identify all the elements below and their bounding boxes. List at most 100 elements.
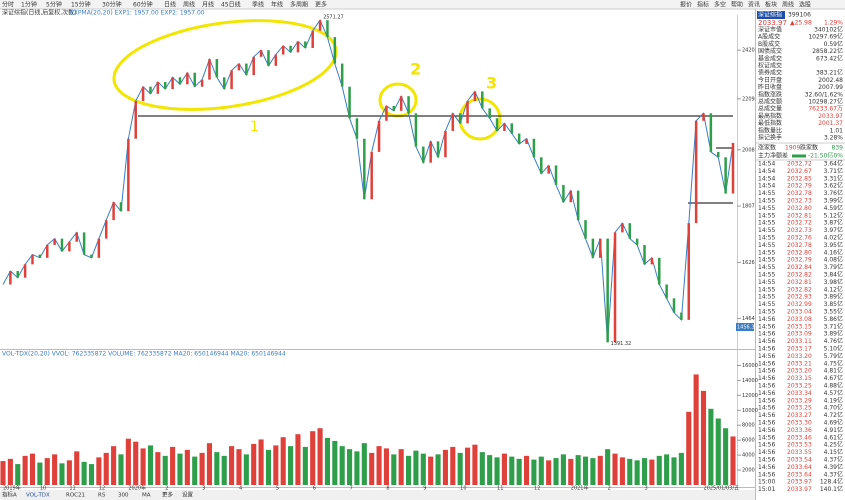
stat-label: 最高指数 xyxy=(758,112,782,120)
toolbar-item: 5分钟 xyxy=(46,1,62,9)
tick-volume: 5.12亿 xyxy=(824,211,843,219)
tick-volume: 4.81亿 xyxy=(824,367,843,375)
volume-bar xyxy=(44,458,50,485)
volume-bar xyxy=(428,456,434,485)
tick-volume: 4.37亿 xyxy=(824,470,843,478)
volume-title: VOL-TDX(20,20) VVOL: 762335872 VOLUME: 7… xyxy=(2,351,286,358)
toolbar-item: 选股 xyxy=(799,1,811,9)
toolbar-item: 45日线 xyxy=(221,1,241,9)
tick-time: 14:56 xyxy=(758,471,775,478)
tick-price: 2032.79 xyxy=(787,257,812,264)
volume-bar xyxy=(317,428,323,485)
tick-price: 2033.25 xyxy=(787,405,812,412)
toolbar-item: 年线 xyxy=(271,1,283,9)
chart-title: 深证综指(日线,后复权,次数) xyxy=(2,9,77,17)
toolbar-item: 15分钟 xyxy=(71,1,91,9)
stat-label: 今日开盘 xyxy=(758,76,782,84)
tick-price: 2033.36 xyxy=(787,427,812,434)
volume-bar xyxy=(376,446,382,485)
tab[interactable]: 设置 xyxy=(182,491,194,499)
volume-bar xyxy=(243,454,249,485)
tick-time: 14:56 xyxy=(758,346,775,353)
x-tick-label: 10 xyxy=(460,486,466,492)
y-tick-label: 2000 xyxy=(742,468,755,474)
tab[interactable]: RS xyxy=(98,493,106,499)
tick-time: 14:56 xyxy=(758,323,775,330)
tick-price: 2032.73 xyxy=(787,198,812,205)
tick-volume: 5.86亿 xyxy=(824,315,843,323)
tick-time: 14:55 xyxy=(758,264,775,271)
volume-bar xyxy=(597,455,603,485)
volume-bar xyxy=(708,408,714,485)
y-tick-label: 1626 xyxy=(742,260,755,266)
volume-bar xyxy=(435,454,441,485)
volume-bar xyxy=(501,453,507,485)
tab[interactable]: MA xyxy=(142,493,151,499)
tick-volume: 3.55亿 xyxy=(824,308,843,316)
stat-label: 总成交额 xyxy=(758,98,782,106)
x-tick-label: 12 xyxy=(534,486,540,492)
volume-bar xyxy=(288,446,294,485)
tick-price: 2032.67 xyxy=(787,168,812,175)
volume-bar xyxy=(487,455,493,485)
tab[interactable]: 更多 xyxy=(162,491,174,499)
stat-label: 昨日收盘 xyxy=(758,83,782,91)
stat-value: 2001.37 xyxy=(818,120,843,127)
volume-bar xyxy=(265,449,272,485)
toolbar-item: 资讯 xyxy=(748,1,760,9)
tick-volume: 4.70亿 xyxy=(824,404,843,412)
volume-bar xyxy=(214,452,220,485)
toolbar-item: 30分钟 xyxy=(102,1,122,9)
volume-bar xyxy=(339,446,345,485)
tick-time: 14:55 xyxy=(758,212,775,219)
circle xyxy=(112,19,338,111)
breadth-value: 1909 xyxy=(785,145,800,152)
volume-bar xyxy=(133,441,139,485)
low-label: 1391.32 xyxy=(611,341,632,347)
tick-price: 2033.21 xyxy=(787,360,812,367)
volume-bar xyxy=(52,454,58,485)
tick-time: 14:55 xyxy=(758,190,775,197)
volume-bar xyxy=(155,452,161,485)
volume-bar xyxy=(700,390,707,485)
tick-volume: 4.72亿 xyxy=(824,411,843,419)
volume-bar xyxy=(516,458,522,485)
volume-bar xyxy=(590,458,596,485)
volume-bar xyxy=(361,443,367,485)
volume-bar xyxy=(258,439,264,485)
tick-price: 2033.29 xyxy=(787,397,812,404)
flow-value: -21.50亿 xyxy=(808,152,833,160)
volume-bar xyxy=(553,458,559,485)
index-name: 深证综指 xyxy=(758,11,782,19)
tick-price: 2033.25 xyxy=(787,383,812,390)
price: 2033.97 xyxy=(758,19,787,27)
volume-bar xyxy=(206,443,213,485)
y-tick-label: 10000 xyxy=(742,408,758,414)
tick-price: 2033.46 xyxy=(787,434,812,441)
y-tick-label: 2420 xyxy=(742,48,755,54)
tab[interactable]: 指标A xyxy=(2,491,17,499)
volume-bar xyxy=(560,454,566,485)
tick-time: 14:56 xyxy=(758,442,775,449)
tick-volume: 3.89亿 xyxy=(824,330,843,338)
volume-bar xyxy=(413,450,419,485)
volume-bar xyxy=(273,445,279,485)
y-tick-label: 2209 xyxy=(742,96,755,102)
tab[interactable]: 300 xyxy=(118,493,129,499)
x-tick-label: 11 xyxy=(497,486,503,492)
tick-volume: 3.87亿 xyxy=(824,219,843,227)
tab[interactable]: VOL-TDX xyxy=(26,493,50,499)
volume-bar xyxy=(398,449,404,485)
index-code: 399106 xyxy=(788,12,811,19)
volume-bar xyxy=(546,460,552,485)
stat-value: 383.21亿 xyxy=(816,69,843,77)
volume-bar xyxy=(420,453,426,485)
tab[interactable]: ROC21 xyxy=(66,493,85,499)
annotation-label: 3 xyxy=(486,74,497,93)
x-tick-label: 2 xyxy=(165,486,168,492)
tick-time: 14:56 xyxy=(758,405,775,412)
tick-time: 14:56 xyxy=(758,390,775,397)
toolbar-item: 周线 xyxy=(782,1,794,9)
breadth-label: 涨家数 xyxy=(758,144,776,152)
tick-time: 14:55 xyxy=(758,235,775,242)
